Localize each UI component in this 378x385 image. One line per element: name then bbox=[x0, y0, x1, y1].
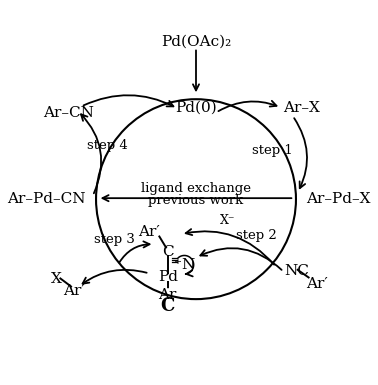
Text: Ar: Ar bbox=[158, 288, 177, 302]
Text: Ar′: Ar′ bbox=[138, 226, 160, 239]
Text: Ar–Pd–X: Ar–Pd–X bbox=[306, 192, 370, 206]
Text: step 2: step 2 bbox=[235, 229, 276, 242]
Text: Ar–Pd–CN: Ar–Pd–CN bbox=[8, 192, 86, 206]
Text: NC: NC bbox=[284, 264, 309, 278]
Text: ⁺N: ⁺N bbox=[174, 258, 195, 272]
Text: step 1: step 1 bbox=[252, 144, 293, 157]
Text: C: C bbox=[162, 246, 174, 259]
Text: Ar′: Ar′ bbox=[306, 277, 328, 291]
Text: X: X bbox=[51, 272, 62, 286]
Text: Ar′: Ar′ bbox=[64, 284, 85, 298]
Text: previous work: previous work bbox=[149, 194, 244, 208]
Text: Pd: Pd bbox=[158, 271, 178, 285]
Text: X⁻: X⁻ bbox=[220, 214, 235, 227]
Text: Ar–X: Ar–X bbox=[283, 100, 319, 114]
Text: step 3: step 3 bbox=[94, 233, 135, 246]
Text: C: C bbox=[161, 297, 175, 315]
Text: ligand exchange: ligand exchange bbox=[141, 182, 251, 195]
Text: Pd(OAc)₂: Pd(OAc)₂ bbox=[161, 34, 231, 48]
Text: Ar–CN: Ar–CN bbox=[43, 105, 94, 119]
Text: step 4: step 4 bbox=[87, 139, 128, 152]
Text: Pd(0): Pd(0) bbox=[175, 101, 217, 115]
